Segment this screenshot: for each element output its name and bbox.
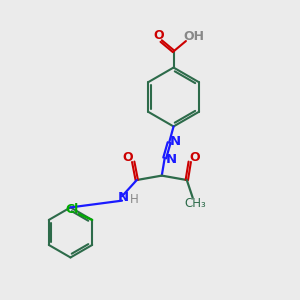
Text: H: H [130,193,139,206]
Text: O: O [123,151,133,164]
Text: O: O [154,29,164,42]
Text: OH: OH [184,30,205,43]
Text: N: N [170,135,181,148]
Text: Cl: Cl [66,203,79,216]
Text: N: N [118,191,129,204]
Text: CH₃: CH₃ [185,197,206,210]
Text: N: N [166,153,177,166]
Text: O: O [190,151,200,164]
